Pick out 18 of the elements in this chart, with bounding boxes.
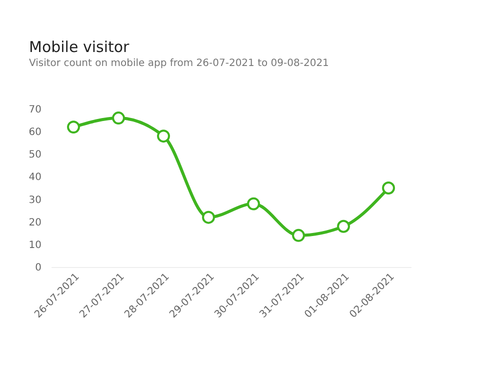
point [247,197,260,210]
y-tick-label: 50 [28,150,42,161]
point [292,228,305,242]
y-tick-label: 10 [28,240,42,251]
point [157,130,170,143]
chart-title: Mobile visitor [29,38,130,56]
y-tick-label: 60 [28,127,42,138]
y-tick-label: 40 [28,172,42,184]
point [382,182,395,194]
y-tick-label: 0 [35,262,42,274]
y-tick-label: 20 [28,217,42,228]
point [337,220,350,233]
point [67,120,80,134]
y-tick-label: 70 [28,104,42,116]
y-tick-label: 30 [28,194,42,206]
point [112,112,125,124]
point [202,210,215,224]
chart-subtitle: Visitor count on mobile app from 26-07-2021 to 09-08-2021 [29,58,329,69]
